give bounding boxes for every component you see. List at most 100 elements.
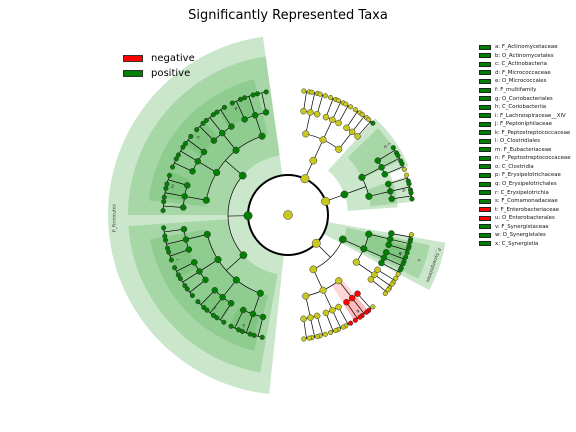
family-node	[371, 271, 378, 278]
family-node	[385, 180, 392, 188]
branch-ray	[351, 297, 365, 315]
taxa-legend-label: x: C_Synergistia	[495, 240, 539, 247]
family-node	[367, 276, 375, 283]
leaf-node	[359, 111, 365, 117]
taxa-legend-label: e: O_Micrococcales	[495, 78, 547, 85]
family-node	[388, 195, 396, 203]
branch-ray	[185, 234, 208, 240]
taxa-legend-label: o: C_Clostridia	[495, 163, 534, 170]
family-node	[184, 182, 191, 189]
branch-ray	[322, 119, 333, 140]
leaf-node	[395, 152, 401, 159]
taxa-legend-item: p: F_Erysipelotrichaceae	[479, 171, 571, 180]
branch-ray	[368, 191, 391, 197]
branch-ray	[390, 186, 410, 192]
leaf-node	[247, 331, 253, 337]
leaf-node	[163, 237, 169, 243]
branch-ray	[220, 109, 232, 127]
leaf-node	[401, 166, 407, 172]
taxa-legend-swatch	[479, 224, 491, 230]
taxa-legend-swatch	[479, 164, 491, 170]
branch-ray	[368, 233, 391, 240]
leaf-node	[352, 317, 358, 323]
family-node	[374, 266, 381, 274]
leaf-node	[340, 324, 346, 330]
clade-label: k	[241, 321, 246, 328]
family-node	[385, 241, 392, 249]
leaf-node	[221, 104, 228, 110]
leaf-node	[188, 133, 194, 139]
leaf-node	[175, 272, 181, 278]
family-node	[313, 110, 321, 118]
leaf-node	[408, 190, 414, 196]
leaf-node	[164, 181, 170, 187]
clade-label: g	[401, 189, 407, 193]
order-node	[213, 169, 221, 177]
class-node	[239, 251, 248, 259]
taxa-legend-item: s: F_Comamonadaceae	[479, 197, 571, 206]
clade-label: m	[171, 184, 177, 189]
branch-ray	[189, 279, 206, 293]
clade-highlight	[148, 79, 268, 207]
family-node	[196, 268, 203, 275]
branch-ray	[384, 166, 404, 175]
order-node	[256, 289, 264, 297]
leaf-node	[200, 120, 206, 126]
branch-arc	[206, 234, 261, 294]
family-node	[194, 158, 202, 165]
branch-ray	[197, 161, 217, 173]
leaf-node	[263, 89, 269, 95]
leaf-node	[322, 93, 328, 99]
clade-label: u	[355, 308, 360, 314]
legend-item-positive: positive	[123, 66, 195, 81]
taxa-legend-label: j: F_Peptoniphilaceae	[495, 121, 552, 128]
taxa-legend-item: i: F_Lachnospiraceae__XIV	[479, 111, 571, 120]
leaf-node	[203, 117, 209, 123]
taxa-legend-swatch	[479, 78, 491, 84]
family-node	[307, 314, 314, 321]
leaf-node	[343, 101, 349, 107]
family-node	[189, 168, 196, 175]
branch-ray	[167, 179, 188, 186]
leaf-node	[175, 152, 181, 158]
leaf-node	[161, 199, 167, 205]
taxa-legend-item: v: F_Synergistaceae	[479, 222, 571, 231]
leaf-node	[309, 89, 315, 95]
leaf-node	[314, 333, 320, 340]
clade-label: j	[213, 306, 218, 312]
branch-ray	[222, 279, 237, 298]
branch-ray	[261, 92, 267, 113]
taxa-legend-item: j: F_Peptoniphilaceae	[479, 120, 571, 129]
clade-label: i	[175, 258, 181, 261]
order-node	[365, 230, 373, 238]
family-node	[228, 123, 235, 130]
branch-ray	[199, 259, 219, 272]
family-node	[200, 148, 208, 156]
branch-ray	[361, 167, 382, 178]
leaf-node	[210, 312, 217, 318]
taxa-legend-item: a: F_Actinomycetaceae	[479, 43, 571, 52]
leaf-node	[189, 292, 195, 299]
family-node	[374, 157, 382, 164]
leaf-node	[395, 271, 401, 277]
family-node	[219, 293, 226, 301]
taxa-legend-swatch	[479, 232, 491, 238]
branch-ray	[391, 233, 412, 238]
family-node	[335, 119, 342, 127]
legend-swatch-negative	[123, 55, 143, 62]
branch-ray	[325, 98, 334, 118]
leaf-node	[195, 299, 201, 305]
leaf-node	[221, 319, 227, 325]
family-node	[382, 249, 390, 256]
taxa-legend-item: r: C_Erysipelotrichia	[479, 188, 571, 197]
order-node	[214, 256, 222, 264]
leaf-node	[228, 323, 234, 329]
taxa-legend-item: w: O_Synergistales	[479, 231, 571, 240]
clade-highlight	[184, 122, 218, 157]
taxa-legend-label: b: O_Actinomycetales	[495, 52, 554, 59]
taxa-legend-label: m: F_Eubacteriaceae	[495, 146, 552, 153]
family-node	[388, 230, 395, 237]
leaf-node	[328, 94, 334, 101]
leaf-node	[322, 331, 328, 337]
